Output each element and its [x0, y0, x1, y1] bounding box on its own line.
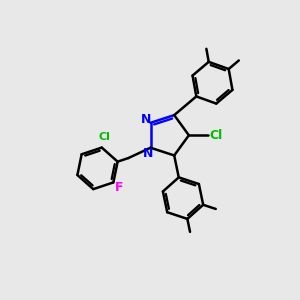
- Text: N: N: [142, 146, 153, 160]
- Text: N: N: [141, 113, 151, 126]
- Text: F: F: [115, 182, 124, 194]
- Text: Cl: Cl: [98, 132, 110, 142]
- Text: Cl: Cl: [210, 129, 223, 142]
